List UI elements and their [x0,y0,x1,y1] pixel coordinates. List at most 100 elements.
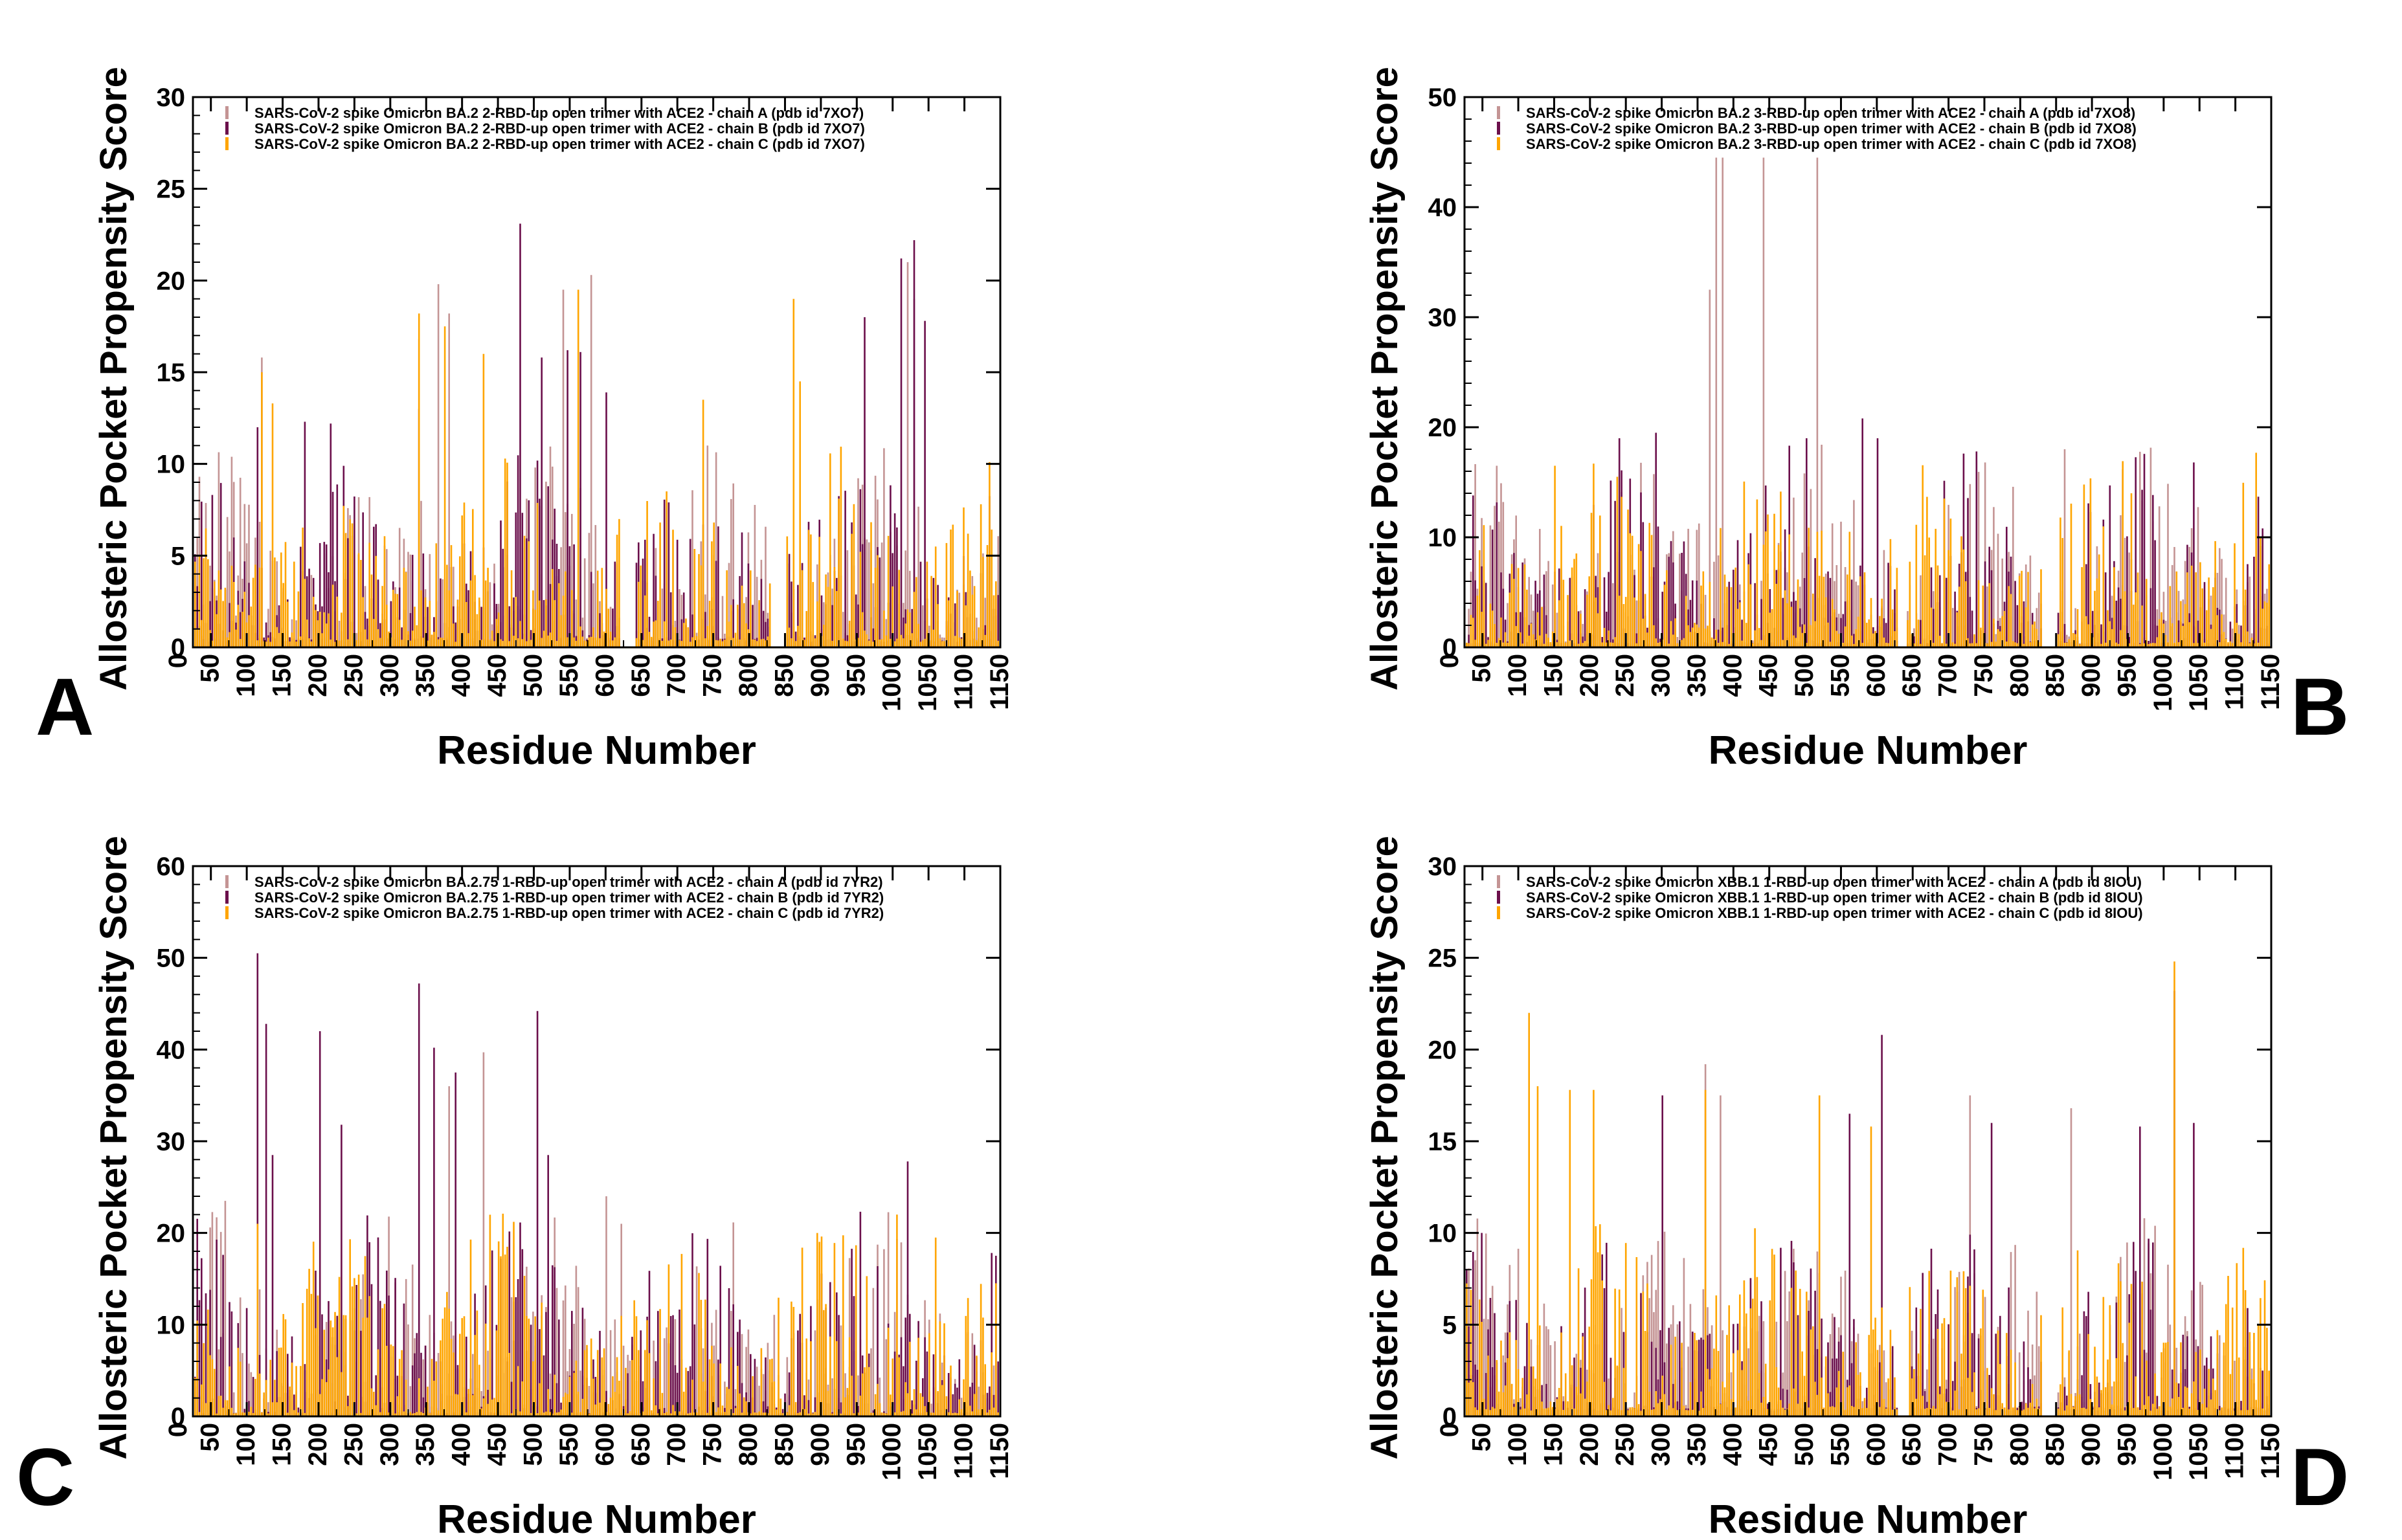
bar-c-3-871 [799,1412,801,1416]
bar-d-1-55 [1485,1233,1487,1416]
bar-b-3-1063 [2208,577,2210,647]
bar-a-1-1036 [917,506,919,647]
bar-a-3-1072 [943,641,945,647]
bar-c-1-934 [844,1373,846,1416]
bar-d-3-415 [1743,1280,1745,1416]
bar-c-3-1102 [965,1315,967,1416]
bar-b-3-979 [2148,643,2149,647]
bar-c-3-940 [848,1337,851,1416]
bar-a-3-106 [250,607,253,647]
bar-c-2-286 [379,1300,381,1416]
bar-d-3-358 [1702,1408,1705,1416]
bar-b-3-589 [1868,619,1870,647]
bar-c-2-1147 [997,1361,999,1416]
bar-a-3-346 [422,638,425,647]
bar-a-3-598 [603,631,605,647]
bar-c-2-778 [732,1304,734,1416]
bar-c-3-979 [877,1383,879,1416]
bar-d-3-40 [1474,1407,1476,1416]
bar-b-3-598 [1874,631,1876,647]
bar-b-3-100 [1517,568,1520,647]
bar-a-3-103 [248,615,250,647]
y-tick-label: 30 [157,84,186,112]
bar-d-3-487 [1795,1270,1797,1416]
bar-b-3-340 [1689,632,1692,647]
bar-a-2-973 [872,628,875,647]
bar-c-3-286 [379,1412,381,1416]
bar-a-3-568 [581,636,584,647]
x-tick-label: 300 [376,654,404,697]
bar-b-1-766 [1995,634,1997,647]
bar-d-2-766 [1995,1334,1997,1416]
bar-c-3-253 [355,1413,357,1416]
bar-d-3-496 [1801,1351,1803,1416]
bar-d-3-421 [1747,1400,1749,1416]
bar-c-1-331 [411,1264,414,1416]
bar-c-3-490 [526,1316,528,1416]
bar-a-3-736 [702,399,704,647]
bar-a-3-775 [730,605,732,647]
bar-b-3-967 [2139,643,2141,647]
bar-d-1-286 [1650,1255,1653,1416]
bar-b-3-280 [1646,632,1648,647]
bar-d-2-343 [1691,1332,1694,1416]
bar-d-3-586 [1866,1408,1868,1416]
bar-d-3-592 [1870,1126,1872,1416]
bar-c-1-790 [741,1334,743,1416]
x-tick-label: 800 [734,1423,763,1466]
x-tick-label: 100 [1503,1423,1532,1466]
bar-c-1-607 [609,1330,612,1416]
bar-c-3-961 [864,1367,866,1416]
bar-c-3-844 [780,1398,782,1416]
bar-d-3-793 [2014,1362,2016,1416]
bar-a-1-553 [571,513,573,647]
bar-b-3-808 [2025,607,2027,647]
bar-a-1-367 [437,284,440,647]
bar-d-3-547 [1837,1370,1840,1416]
bar-a-3-1084 [952,524,954,647]
bar-c-3-553 [571,1412,573,1416]
bar-b-3-256 [1629,533,1632,647]
bar-b-3-883 [2079,643,2081,647]
y-axis-title: Allosteric Pocket Propensity Score [1364,67,1406,691]
bar-a-1-1129 [984,597,986,647]
bar-a-2-37 [201,501,203,647]
bar-c-2-661 [648,1271,651,1416]
bar-d-3-163 [1562,1410,1565,1416]
bar-c-2-652 [642,1381,644,1416]
bar-c-3-493 [528,1319,530,1416]
bar-b-3-241 [1618,596,1621,647]
x-tick-label: 1150 [985,654,1014,710]
bar-b-3-337 [1687,625,1689,647]
bar-c-3-1072 [943,1323,945,1416]
bar-c-3-994 [887,1328,890,1416]
bar-a-2-916 [831,605,833,647]
bar-d-3-919 [2104,1387,2107,1416]
bar-a-3-886 [810,534,812,647]
bar-b-3-655 [1915,524,1918,647]
bar-a-1-985 [881,542,883,647]
bar-c-3-787 [739,1393,741,1416]
bar-c-2-469 [510,1381,513,1416]
bar-b-3-766 [1995,642,1997,647]
bar-c-3-283 [377,1349,379,1416]
bar-a-3-1105 [967,533,969,647]
bar-a-3-385 [450,545,453,647]
bar-b-1-442 [1762,157,1765,647]
bar-a-3-652 [642,640,644,647]
bar-a-3-643 [635,638,638,647]
bar-d-1-307 [1666,1343,1668,1416]
bar-c-3-205 [321,1379,323,1416]
bar-c-3-70 [224,1400,227,1416]
bar-b-3-73 [1498,638,1500,647]
bar-a-3-769 [726,570,728,647]
bar-d-3-652 [1913,1369,1915,1416]
bar-d-3-568 [1853,1407,1855,1416]
bar-c-3-988 [883,1412,885,1416]
bar-c-3-160 [289,1386,291,1416]
bar-a-3-805 [752,639,754,647]
x-tick-label: 600 [590,654,619,697]
bar-b-1-823 [2036,608,2038,647]
bar-a-3-607 [609,631,612,647]
bar-c-2-361 [433,1047,435,1416]
